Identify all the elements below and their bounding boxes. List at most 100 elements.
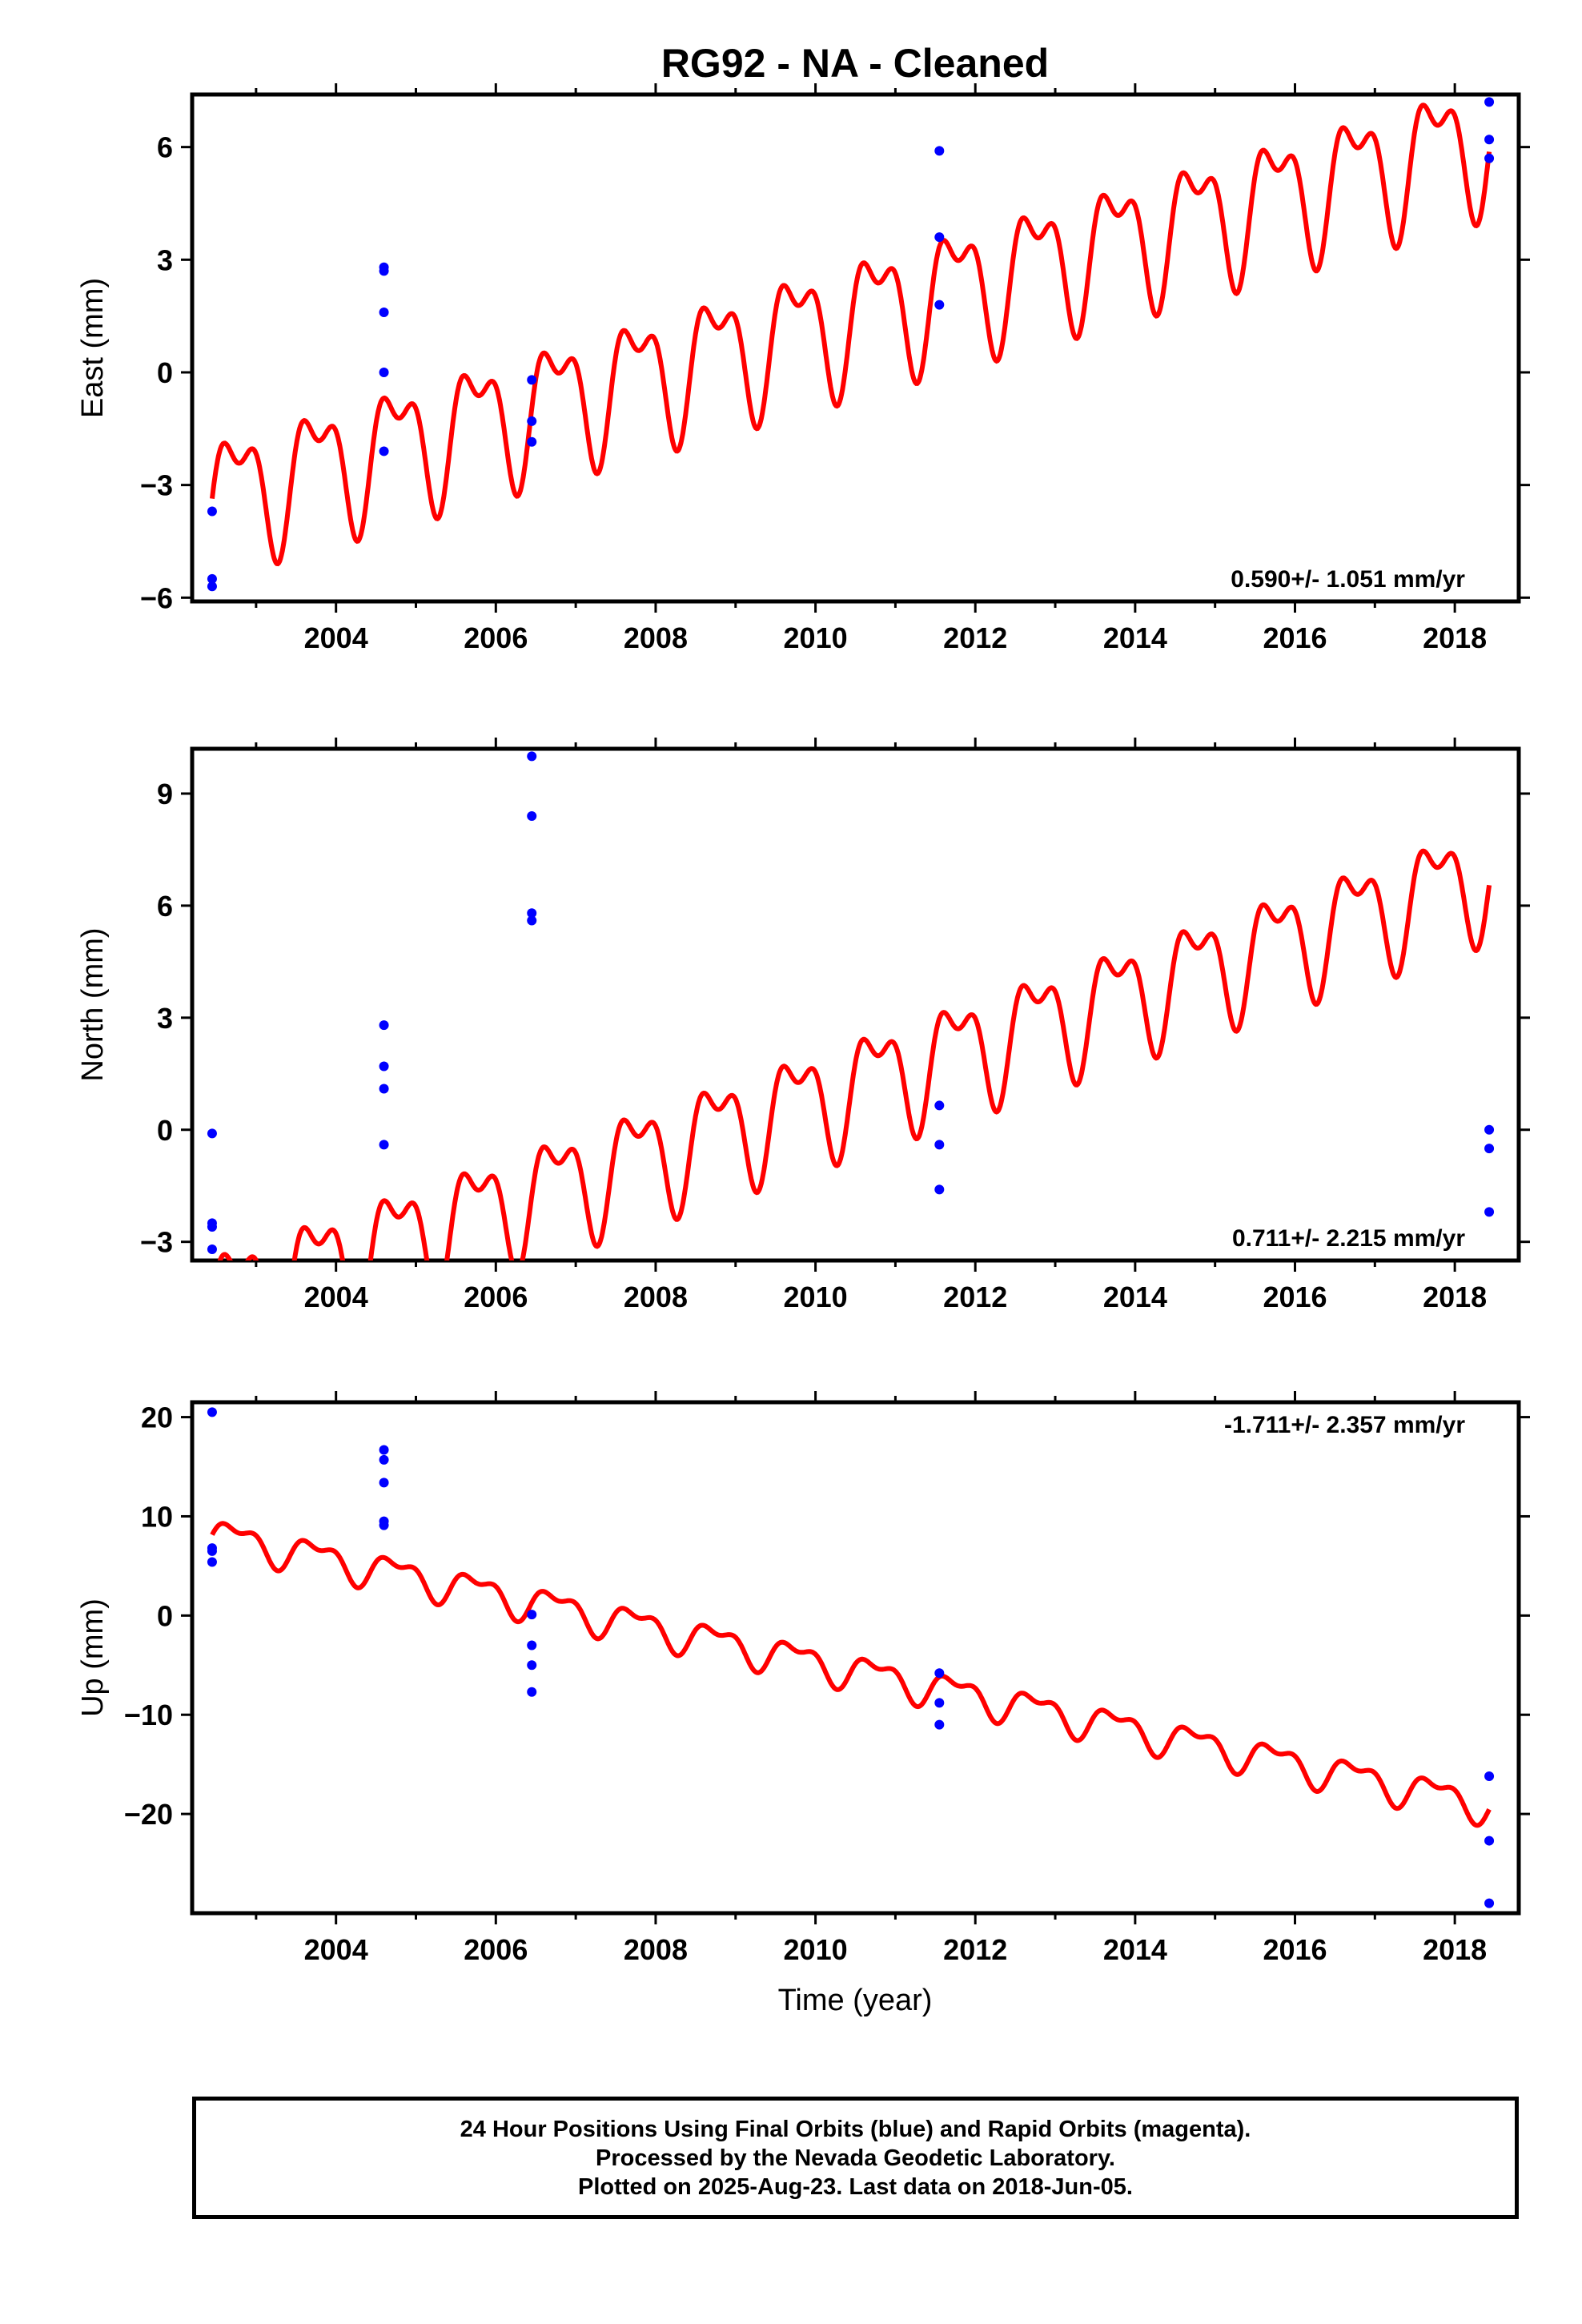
north-data-point (1484, 1207, 1495, 1217)
east-y-axis-label: East (mm) (76, 278, 110, 418)
north-rate-label: 0.711+/- 2.215 mm/yr (1232, 1225, 1465, 1252)
up-data-point (207, 1546, 217, 1556)
up-y-tick-label: 0 (157, 1599, 173, 1632)
east-data-point (934, 146, 945, 156)
north-y-axis-label: North (mm) (76, 927, 110, 1081)
caption-box: 24 Hour Positions Using Final Orbits (bl… (192, 2097, 1519, 2219)
east-data-point (207, 581, 217, 592)
up-data-point (527, 1660, 537, 1671)
north-data-point (527, 915, 537, 926)
east-x-tick-label: 2014 (1103, 621, 1167, 654)
north-x-tick-label: 2010 (784, 1281, 848, 1313)
east-data-point (1484, 135, 1495, 145)
up-data-point (1484, 1771, 1495, 1782)
north-data-point (207, 1244, 217, 1255)
east-frame (190, 92, 1521, 604)
up-data-point (934, 1719, 945, 1730)
north-frame (190, 746, 1521, 1263)
east-x-tick-label: 2006 (464, 621, 528, 654)
north-data-point (934, 1100, 945, 1111)
north-data-point (934, 1140, 945, 1150)
north-x-tick-label: 2018 (1423, 1281, 1487, 1313)
up-data-point (379, 1445, 389, 1455)
east-data-point (527, 436, 537, 447)
up-data-point (207, 1557, 217, 1567)
north-data-point (379, 1140, 389, 1150)
up-data-point (379, 1520, 389, 1530)
up-model-curve (210, 1521, 1492, 1828)
up-x-tick-label: 2008 (624, 1933, 688, 1966)
east-data-point (379, 307, 389, 317)
up-data-point (207, 1407, 217, 1417)
east-data-point (527, 416, 537, 426)
east-y-tick-label: −3 (140, 469, 173, 502)
north-x-tick-label: 2012 (943, 1281, 1007, 1313)
north-data-point (207, 1128, 217, 1139)
east-y-tick-label: 6 (157, 131, 173, 164)
east-model-curve (210, 103, 1492, 567)
up-data-point (527, 1610, 537, 1620)
east-x-tick-label: 2010 (784, 621, 848, 654)
up-y-tick-label: 10 (141, 1500, 173, 1533)
up-y-tick-label: 20 (141, 1401, 173, 1434)
up-x-tick-label: 2010 (784, 1933, 848, 1966)
north-data-point (379, 1020, 389, 1031)
east-x-tick-label: 2018 (1423, 621, 1487, 654)
east-data-point (379, 266, 389, 276)
up-x-tick-label: 2004 (304, 1933, 368, 1966)
x-axis-label: Time (year) (778, 1984, 933, 2017)
up-y-axis-label: Up (mm) (76, 1598, 110, 1717)
east-data-point (207, 573, 217, 584)
up-data-point (1484, 1835, 1495, 1846)
caption-line-2: Processed by the Nevada Geodetic Laborat… (596, 2145, 1115, 2171)
north-y-tick-label: 9 (157, 778, 173, 810)
east-x-tick-label: 2012 (943, 621, 1007, 654)
up-panel: 2004 2006 2008 2010 2012 2014 2016 201820100−10… (76, 1391, 1530, 1966)
north-y-tick-label: −3 (140, 1226, 173, 1259)
north-data-point (934, 1184, 945, 1195)
north-y-tick-label: 6 (157, 890, 173, 923)
chart-title: RG92 - NA - Cleaned (661, 41, 1049, 86)
east-data-point (379, 446, 389, 456)
east-panel: 2004 2006 2008 2010 2012 2014 2016 2018 6 3 0 −3 −6 E… (76, 83, 1530, 654)
north-data-point (207, 1222, 217, 1232)
east-x-tick-label: 2004 (304, 621, 368, 654)
up-x-tick-label: 2016 (1263, 1933, 1327, 1966)
up-x-tick-label: 2012 (943, 1933, 1007, 1966)
up-rate-label: -1.711+/- 2.357 mm/yr (1224, 1412, 1465, 1438)
east-x-tick-label: 2016 (1263, 621, 1327, 654)
north-y-tick-label: 3 (157, 1002, 173, 1035)
north-x-tick-label: 2008 (624, 1281, 688, 1313)
north-x-tick-label: 2004 (304, 1281, 368, 1313)
up-data-point (1484, 1898, 1495, 1908)
north-panel: 2004 2006 2008 2010 2012 2014 2016 2018 9 6 3 0 −3 No… (76, 738, 1530, 1313)
caption-line-1: 24 Hour Positions Using Final Orbits (bl… (460, 2116, 1251, 2142)
north-y-tick-label: 0 (157, 1114, 173, 1147)
east-data-point (379, 367, 389, 377)
north-data-point (527, 810, 537, 821)
up-data-point (527, 1640, 537, 1651)
up-data-point (527, 1687, 537, 1697)
east-y-tick-label: 3 (157, 243, 173, 276)
east-rate-label: 0.590+/- 1.051 mm/yr (1231, 566, 1465, 593)
north-data-point (527, 751, 537, 762)
caption-line-3: Plotted on 2025-Aug-23. Last data on 201… (578, 2173, 1133, 2200)
east-x-tick-label: 2008 (624, 621, 688, 654)
up-x-tick-label: 2018 (1423, 1933, 1487, 1966)
north-x-tick-label: 2014 (1103, 1281, 1167, 1313)
north-data-point (379, 1084, 389, 1094)
north-data-point (527, 908, 537, 919)
north-data-point (379, 1061, 389, 1072)
east-data-point (934, 232, 945, 243)
east-y-tick-label: −6 (140, 581, 173, 614)
up-x-tick-label: 2014 (1103, 1933, 1167, 1966)
chart-panels: 2004 2006 2008 2010 2012 2014 2016 2018630−3−6E… (76, 83, 1530, 1966)
east-data-point (1484, 153, 1495, 163)
up-data-point (934, 1698, 945, 1708)
up-y-tick-label: −10 (124, 1699, 173, 1731)
north-data-point (1484, 1124, 1495, 1135)
north-x-tick-label: 2016 (1263, 1281, 1327, 1313)
up-data-point (379, 1454, 389, 1465)
north-model-curve (217, 848, 1492, 1261)
